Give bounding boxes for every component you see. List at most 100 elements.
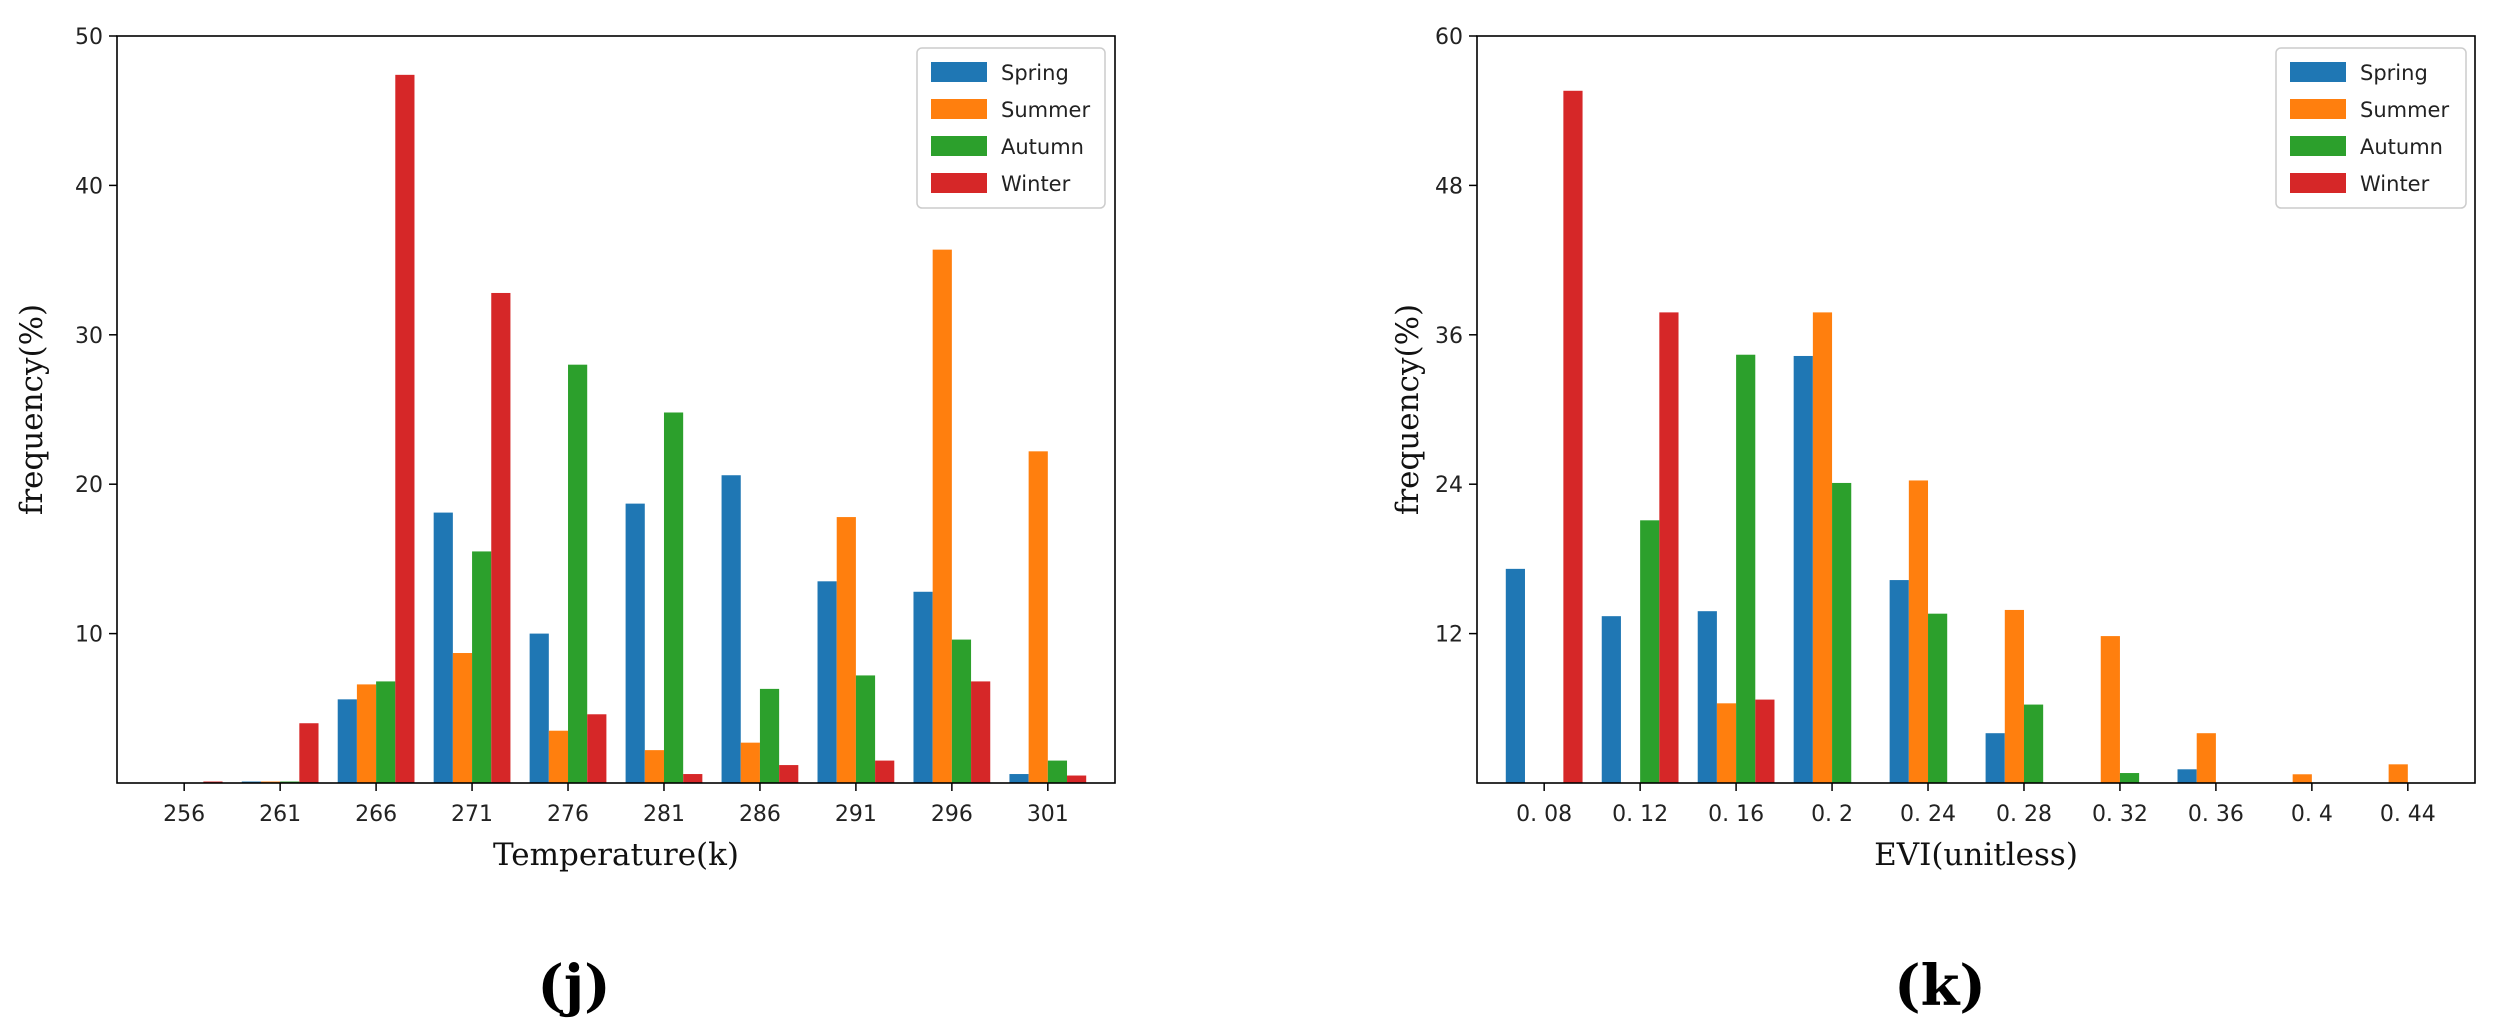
legend-box — [2275, 47, 2467, 209]
bar-autumn-0.28 — [2023, 704, 2044, 783]
bar-winter-291 — [875, 760, 895, 783]
bar-summer-286 — [740, 742, 760, 783]
bar-winter-0.16 — [1755, 699, 1775, 783]
legend-label-summer: Summer — [1001, 98, 1090, 122]
bar-spring-0.12 — [1601, 616, 1621, 783]
legend-swatch-spring — [2290, 62, 2346, 82]
x-tick-label: 0. 24 — [1900, 802, 1956, 827]
bar-winter-261 — [299, 723, 319, 783]
series-spring — [1505, 355, 2197, 783]
x-tick-label: 261 — [259, 802, 301, 827]
y-axis-title: frequency(%) — [1390, 304, 1426, 515]
legend-label-autumn: Autumn — [1001, 135, 1084, 159]
bar-summer-0.24 — [1908, 480, 1929, 783]
bar-autumn-301 — [1047, 760, 1068, 783]
panel-label: (j) — [537, 953, 610, 1019]
bar-spring-276 — [529, 633, 549, 783]
bar-summer-0.4 — [2292, 774, 2312, 783]
legend-label-summer: Summer — [2360, 98, 2449, 122]
bar-winter-286 — [779, 765, 799, 783]
bar-spring-281 — [625, 503, 645, 783]
y-tick-label: 48 — [1435, 174, 1463, 199]
bar-spring-0.16 — [1697, 611, 1717, 783]
bar-autumn-291 — [855, 675, 876, 783]
legend-label-winter: Winter — [1001, 172, 1071, 196]
x-tick-label: 271 — [451, 802, 493, 827]
x-tick-label: 276 — [547, 802, 589, 827]
bar-summer-266 — [356, 684, 377, 783]
legend-swatch-winter — [2290, 173, 2346, 193]
chart-panel-temperature: 10 20 30 40 50 256 261 266 271 276 281 286 291 296 301… — [14, 25, 1116, 1019]
bar-winter-266 — [395, 74, 415, 784]
x-tick-label: 281 — [643, 802, 685, 827]
x-tick-label: 296 — [931, 802, 973, 827]
bar-winter-0.08 — [1563, 90, 1583, 783]
x-axis-title: EVI(unitless) — [1874, 837, 2078, 873]
y-tick-label: 10 — [75, 623, 103, 648]
bar-spring-266 — [337, 699, 357, 783]
y-tick-label: 60 — [1435, 25, 1463, 50]
bar-summer-291 — [836, 517, 856, 783]
bar-spring-291 — [817, 581, 837, 783]
bar-summer-0.16 — [1716, 703, 1737, 783]
x-tick-label: 0. 08 — [1516, 802, 1572, 827]
legend-swatch-autumn — [2290, 136, 2346, 156]
bar-summer-0.32 — [2100, 636, 2120, 783]
series-winter — [203, 74, 1087, 784]
x-tick-label: 0. 36 — [2188, 802, 2244, 827]
axes-frame — [116, 35, 1116, 784]
x-tick-label: 286 — [739, 802, 781, 827]
series-autumn — [1640, 354, 2140, 783]
bar-summer-271 — [452, 653, 473, 783]
legend: Spring Summer Autumn Winter — [2275, 47, 2467, 209]
legend-swatch-winter — [931, 173, 987, 193]
legend-box — [916, 47, 1106, 209]
y-tick-label: 24 — [1435, 473, 1463, 498]
bar-autumn-281 — [663, 412, 684, 783]
bar-summer-296 — [932, 249, 952, 783]
y-tick-label: 30 — [75, 324, 103, 349]
bar-autumn-286 — [759, 688, 780, 783]
x-tick-label: 301 — [1027, 802, 1069, 827]
x-tick-label: 0. 32 — [2092, 802, 2148, 827]
bar-winter-271 — [491, 292, 511, 783]
legend-label-winter: Winter — [2360, 172, 2430, 196]
y-tick-label: 40 — [75, 174, 103, 199]
bar-autumn-271 — [472, 551, 492, 783]
bar-summer-0.28 — [2004, 609, 2024, 783]
bar-summer-0.2 — [1812, 312, 1833, 783]
legend-swatch-spring — [931, 62, 987, 82]
legend-swatch-summer — [931, 99, 987, 119]
bar-autumn-0.32 — [2119, 773, 2140, 783]
bar-autumn-266 — [376, 681, 396, 783]
bar-summer-301 — [1028, 451, 1048, 783]
bar-summer-276 — [548, 730, 569, 783]
bar-spring-0.24 — [1889, 580, 1909, 783]
axes-frame — [1476, 35, 2476, 784]
x-tick-label: 0. 44 — [2380, 802, 2436, 827]
bar-autumn-276 — [568, 364, 588, 783]
bar-spring-296 — [913, 591, 933, 783]
legend-swatch-autumn — [931, 136, 987, 156]
bar-autumn-0.24 — [1928, 613, 1948, 783]
bar-summer-0.36 — [2196, 733, 2216, 783]
y-tick-label: 50 — [75, 25, 103, 50]
bar-winter-0.12 — [1659, 312, 1679, 783]
series-autumn — [280, 364, 1068, 783]
x-tick-label: 0. 4 — [2291, 802, 2333, 827]
bar-autumn-0.12 — [1640, 520, 1660, 783]
bar-spring-0.2 — [1793, 355, 1813, 783]
bar-winter-281 — [683, 774, 703, 783]
legend-swatch-summer — [2290, 99, 2346, 119]
bar-spring-271 — [433, 512, 453, 783]
bar-spring-301 — [1009, 774, 1029, 783]
legend: Spring Summer Autumn Winter — [916, 47, 1106, 209]
x-axis-title: Temperature(k) — [493, 837, 739, 873]
bar-spring-0.08 — [1505, 568, 1525, 783]
bar-spring-0.36 — [2177, 769, 2197, 783]
bar-summer-0.44 — [2388, 764, 2408, 783]
x-tick-label: 0. 28 — [1996, 802, 2052, 827]
x-tick-label: 0. 16 — [1708, 802, 1764, 827]
legend-label-spring: Spring — [1001, 61, 1069, 85]
